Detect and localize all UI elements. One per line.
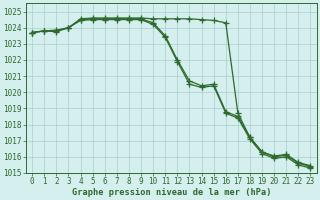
X-axis label: Graphe pression niveau de la mer (hPa): Graphe pression niveau de la mer (hPa) <box>72 188 271 197</box>
